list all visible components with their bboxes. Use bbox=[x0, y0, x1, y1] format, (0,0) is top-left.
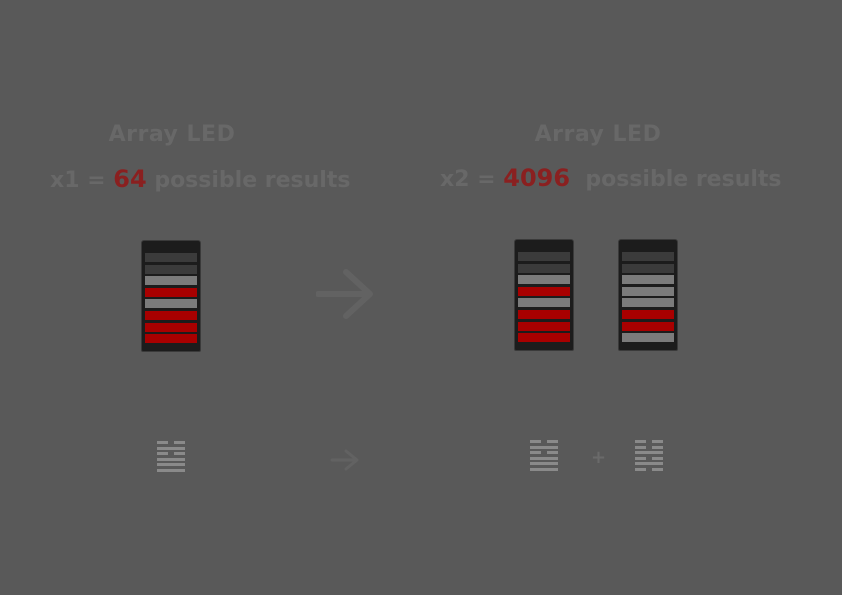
hexagram-line-solid bbox=[530, 462, 558, 466]
led-segment bbox=[622, 286, 674, 296]
hexagram-line-broken bbox=[635, 440, 646, 443]
led-segment bbox=[518, 321, 570, 331]
hexagram-line-broken bbox=[635, 456, 646, 460]
hexagram-line-broken bbox=[157, 452, 168, 456]
led-segment bbox=[622, 252, 674, 261]
hexagram-line-solid bbox=[157, 457, 185, 461]
hexagram-line-broken bbox=[530, 451, 541, 455]
hexagram-line-broken bbox=[635, 445, 646, 449]
led-segment bbox=[518, 263, 570, 273]
arrow-right-icon bbox=[316, 269, 373, 319]
plus-sign: + bbox=[591, 447, 607, 468]
hexagram-line-broken bbox=[652, 456, 663, 460]
right-suffix: possible results bbox=[570, 167, 782, 192]
hexagram-line-broken bbox=[174, 452, 185, 456]
led-segment bbox=[622, 263, 674, 273]
left-suffix: possible results bbox=[146, 168, 351, 193]
hexagram-left-icon bbox=[157, 441, 185, 475]
led-segment bbox=[622, 310, 674, 319]
led-segment bbox=[145, 334, 197, 344]
left-subtitle: x1 = 64 possible results bbox=[50, 165, 350, 193]
left-count: 64 bbox=[113, 165, 147, 193]
led-segment bbox=[622, 333, 674, 343]
hexagram-line-solid bbox=[157, 469, 185, 472]
led-segment bbox=[145, 311, 197, 320]
led-segment bbox=[622, 298, 674, 308]
hexagram-line-broken bbox=[635, 468, 646, 471]
hexagram-line-broken bbox=[652, 468, 663, 471]
led-segment bbox=[518, 333, 570, 343]
led-segment bbox=[518, 275, 570, 285]
hexagram-line-broken bbox=[547, 451, 558, 455]
led-segment bbox=[145, 299, 197, 309]
hexagram-line-solid bbox=[530, 468, 558, 471]
hexagram-line-solid bbox=[157, 446, 185, 450]
led-segment bbox=[622, 321, 674, 331]
led-segment bbox=[145, 322, 197, 332]
led-segment bbox=[518, 298, 570, 308]
right-subtitle: x2 = 4096 possible results bbox=[440, 164, 782, 192]
hexagram-line-broken bbox=[547, 440, 558, 443]
led-segment bbox=[518, 252, 570, 261]
left-title: Array LED bbox=[108, 122, 236, 147]
hexagram-line-broken bbox=[157, 441, 168, 444]
hexagram-line-broken bbox=[530, 440, 541, 443]
left-prefix: x1 = bbox=[50, 168, 114, 193]
led-segment bbox=[145, 264, 197, 274]
led-segment bbox=[145, 276, 197, 286]
hexagram-line-solid bbox=[530, 445, 558, 449]
right-prefix: x2 = bbox=[440, 167, 504, 192]
led-array-right-1 bbox=[514, 239, 574, 351]
hexagram-right-1-icon bbox=[530, 440, 558, 474]
hexagram-line-solid bbox=[530, 456, 558, 460]
hexagram-right-2-icon bbox=[635, 440, 663, 474]
led-segment bbox=[145, 287, 197, 297]
led-segment bbox=[145, 253, 197, 262]
hexagram-line-broken bbox=[174, 441, 185, 444]
right-count: 4096 bbox=[503, 164, 571, 192]
hexagram-line-broken bbox=[652, 445, 663, 449]
right-title: Array LED bbox=[534, 122, 662, 147]
hexagram-line-solid bbox=[635, 451, 663, 455]
hexagram-line-solid bbox=[635, 462, 663, 466]
led-segment bbox=[622, 275, 674, 285]
small-arrow-right-icon bbox=[330, 449, 359, 471]
led-segment bbox=[518, 310, 570, 319]
led-segment bbox=[518, 286, 570, 296]
led-array-left bbox=[141, 240, 201, 352]
hexagram-line-broken bbox=[652, 440, 663, 443]
led-array-right-2 bbox=[618, 239, 678, 351]
hexagram-line-solid bbox=[157, 463, 185, 467]
